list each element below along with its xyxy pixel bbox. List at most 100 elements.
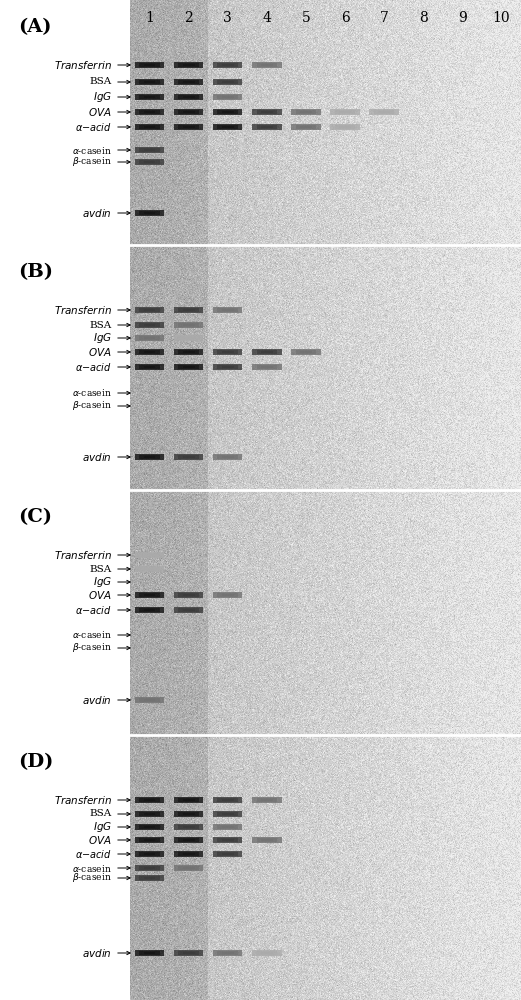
Bar [139, 323, 160, 327]
Bar [135, 307, 164, 313]
Text: $\beta$-casein: $\beta$-casein [72, 399, 112, 412]
Bar [139, 825, 160, 829]
Bar [183, 81, 194, 83]
Bar [256, 110, 277, 114]
Bar [300, 111, 312, 113]
Bar [144, 111, 155, 113]
Bar [139, 308, 160, 312]
Bar [135, 210, 164, 216]
Text: $\mathit{avdin}$: $\mathit{avdin}$ [82, 451, 112, 463]
Bar [139, 798, 160, 802]
Bar [174, 322, 203, 328]
Bar [261, 351, 272, 353]
Bar [217, 852, 238, 856]
Bar [183, 609, 194, 611]
Bar [139, 876, 160, 880]
Bar [213, 124, 242, 130]
Text: $\mathit{\alpha}$$\mathit{-acid}$: $\mathit{\alpha}$$\mathit{-acid}$ [75, 121, 112, 133]
Bar [217, 350, 238, 354]
Text: 7: 7 [380, 11, 389, 25]
Text: (B): (B) [18, 263, 53, 281]
Bar [144, 324, 155, 326]
Bar [178, 825, 199, 829]
Bar [256, 798, 277, 802]
Bar [252, 364, 281, 370]
Bar [217, 838, 238, 842]
Bar [222, 126, 233, 128]
Bar [139, 160, 160, 164]
Text: BSA: BSA [90, 564, 112, 574]
Bar [135, 865, 164, 871]
Text: $\beta$-casein: $\beta$-casein [72, 871, 112, 884]
Bar [178, 95, 199, 99]
Bar [135, 837, 164, 843]
Text: (A): (A) [18, 18, 52, 36]
Bar [261, 952, 272, 954]
Text: 5: 5 [302, 11, 311, 25]
Bar [135, 454, 164, 460]
Bar [183, 337, 194, 339]
Bar [174, 865, 203, 871]
Bar [135, 109, 164, 115]
Bar [256, 63, 277, 67]
Bar [296, 350, 316, 354]
Bar [139, 593, 160, 597]
Bar [183, 64, 194, 66]
Text: $\mathit{OVA}$: $\mathit{OVA}$ [89, 346, 112, 358]
Bar [217, 455, 238, 459]
Bar [144, 826, 155, 828]
Bar [374, 110, 394, 114]
Bar [144, 594, 155, 596]
Bar [217, 110, 238, 114]
Bar [135, 697, 164, 703]
Bar [174, 824, 203, 830]
Bar [222, 351, 233, 353]
Bar [135, 322, 164, 328]
Bar [144, 609, 155, 611]
Bar [183, 952, 194, 954]
Bar [217, 812, 238, 816]
Bar [139, 63, 160, 67]
Bar [217, 825, 238, 829]
Bar [135, 592, 164, 598]
Bar [174, 797, 203, 803]
Bar [256, 350, 277, 354]
Text: $\mathit{avdin}$: $\mathit{avdin}$ [82, 694, 112, 706]
Bar [174, 124, 203, 130]
Bar [213, 349, 242, 355]
Bar [174, 307, 203, 313]
Bar [144, 212, 155, 214]
Bar [135, 349, 164, 355]
Bar [222, 853, 233, 855]
Bar [144, 81, 155, 83]
Bar [144, 366, 155, 368]
Bar [174, 364, 203, 370]
Bar [222, 111, 233, 113]
Bar [261, 64, 272, 66]
Text: $\mathit{OVA}$: $\mathit{OVA}$ [89, 834, 112, 846]
Bar [183, 324, 194, 326]
Bar [139, 455, 160, 459]
Bar [135, 797, 164, 803]
Bar [222, 64, 233, 66]
Bar [144, 64, 155, 66]
Text: 4: 4 [263, 11, 271, 25]
Text: 2: 2 [184, 11, 193, 25]
Bar [183, 351, 194, 353]
Text: 9: 9 [458, 11, 467, 25]
Bar [139, 211, 160, 215]
Bar [144, 337, 155, 339]
Bar [213, 109, 242, 115]
Bar [213, 307, 242, 313]
Bar [178, 80, 199, 84]
Text: $\alpha$-casein: $\alpha$-casein [72, 630, 112, 641]
Bar [222, 952, 233, 954]
Bar [135, 950, 164, 956]
Bar [183, 594, 194, 596]
Bar [213, 592, 242, 598]
Bar [135, 811, 164, 817]
Text: $\mathit{Transferrin}$: $\mathit{Transferrin}$ [54, 59, 112, 71]
Bar [217, 593, 238, 597]
Bar [183, 813, 194, 815]
Bar [222, 309, 233, 311]
